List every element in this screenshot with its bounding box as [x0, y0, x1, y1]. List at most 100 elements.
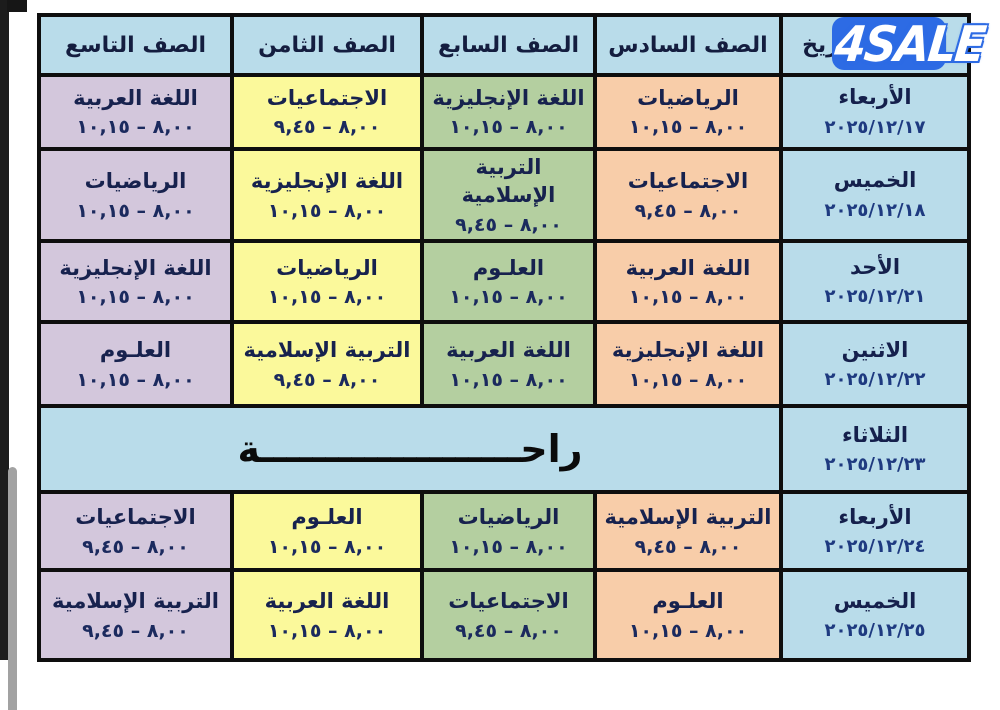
subject-name: اللغة العربية	[446, 338, 571, 363]
subject-name: الرياضيات	[637, 85, 739, 110]
subject-name: العلـوم	[291, 505, 363, 530]
date-value: ٢٠٢٥/١٢/٢١	[824, 286, 926, 308]
subject-name: العلـوم	[99, 338, 172, 363]
photo-left-edge	[0, 0, 9, 660]
subject-name: اللغة العربية	[625, 255, 751, 280]
exam-time: ٨,٠٠ – ٩,٤٥	[455, 213, 562, 236]
exam-time: ٨,٠٠ – ٩,٤٥	[82, 535, 189, 558]
exam-cell: اللغة الإنجليزية ٨,٠٠ – ١٠,١٥	[230, 146, 424, 244]
subject-name: التربية الإسلامية	[52, 589, 219, 614]
exam-time: ٨,٠٠ – ١٠,١٥	[76, 286, 195, 309]
exam-cell: اللغة الإنجليزية ٨,٠٠ – ١٠,١٥	[420, 73, 597, 151]
exam-cell: التربية الإسلامية ٨,٠٠ – ٩,٤٥	[420, 146, 597, 244]
subject-name: التربية الإسلامية	[243, 338, 411, 363]
date-value: ٢٠٢٥/١٢/٢٢	[824, 368, 926, 390]
exam-time: ٨,٠٠ – ١٠,١٥	[449, 286, 568, 309]
exam-cell: العلـوم ٨,٠٠ – ١٠,١٥	[420, 239, 597, 325]
exam-cell: اللغة العربية ٨,٠٠ – ١٠,١٥	[420, 320, 597, 409]
exam-cell: اللغة الإنجليزية ٨,٠٠ – ١٠,١٥	[593, 320, 783, 409]
subject-name: التربية الإسلامية	[461, 155, 556, 208]
day-name: الثلاثاء	[841, 422, 909, 447]
subject-name: الرياضيات	[457, 505, 560, 530]
rest-cell: راحــــــــــــــــــــة	[37, 404, 783, 495]
4sale-logo-text: 4SALE	[832, 16, 988, 73]
exam-cell: الرياضيات ٨,٠٠ – ١٠,١٥	[420, 490, 597, 573]
subject-name: الاجتماعيات	[266, 85, 388, 110]
subject-name: الاجتماعيات	[448, 589, 569, 614]
subject-name: العلـوم	[472, 255, 545, 280]
day-name: الخميس	[833, 588, 917, 613]
date-cell: الأربعاء ٢٠٢٥/١٢/١٧	[779, 73, 971, 151]
table-row: الخميس ٢٠٢٥/١٢/٢٥ العلـوم ٨,٠٠ – ١٠,١٥ ا…	[37, 568, 971, 663]
day-name: الخميس	[833, 168, 917, 193]
exam-time: ٨,٠٠ – ٩,٤٥	[634, 535, 742, 558]
day-name: الأحد	[849, 255, 901, 280]
exam-cell: الاجتماعيات ٨,٠٠ – ٩,٤٥	[593, 146, 783, 244]
day-name: الاثنين	[841, 337, 909, 362]
table-row: الأربعاء ٢٠٢٥/١٢/١٧ الرياضيات ٨,٠٠ – ١٠,…	[37, 73, 971, 151]
4sale-logo-background	[832, 17, 946, 70]
scrollbar-thumb[interactable]	[8, 467, 17, 710]
exam-time: ٨,٠٠ – ١٠,١٥	[267, 286, 387, 309]
table-row: الأحد ٢٠٢٥/١٢/٢١ اللغة العربية ٨,٠٠ – ١٠…	[37, 239, 971, 325]
exam-time: ٨,٠٠ – ١٠,١٥	[76, 368, 195, 391]
exam-time: ٨,٠٠ – ١٠,١٥	[449, 535, 568, 558]
exam-time: ٨,٠٠ – ١٠,١٥	[628, 286, 748, 309]
date-value: ٢٠٢٥/١٢/٢٤	[824, 535, 926, 557]
exam-cell: الاجتماعيات ٨,٠٠ – ٩,٤٥	[420, 568, 597, 663]
subject-name: الرياضيات	[276, 255, 378, 280]
exam-time: ٨,٠٠ – ١٠,١٥	[267, 535, 387, 558]
header-grade8: الصف الثامن	[230, 13, 424, 77]
4sale-watermark: 4SALE	[822, 10, 1000, 76]
exam-time: ٨,٠٠ – ١٠,١٥	[76, 199, 195, 222]
date-cell: الثلاثاء ٢٠٢٥/١٢/٢٣	[779, 404, 971, 495]
date-value: ٢٠٢٥/١٢/٢٣	[824, 453, 926, 475]
exam-cell: اللغة العربية ٨,٠٠ – ١٠,١٥	[37, 73, 234, 151]
table-row: الأربعاء ٢٠٢٥/١٢/٢٤ التربية الإسلامية ٨,…	[37, 490, 971, 573]
exam-time: ٨,٠٠ – ١٠,١٥	[267, 199, 387, 222]
exam-cell: التربية الإسلامية ٨,٠٠ – ٩,٤٥	[230, 320, 424, 409]
exam-time: ٨,٠٠ – ٩,٤٥	[273, 116, 381, 139]
exam-time: ٨,٠٠ – ١٠,١٥	[76, 116, 195, 139]
date-cell: الاثنين ٢٠٢٥/١٢/٢٢	[779, 320, 971, 409]
header-row: اليوم والتاريخ الصف السادس الصف السابع ا…	[37, 13, 971, 77]
subject-name: الاجتماعيات	[75, 505, 196, 530]
subject-name: التربية الإسلامية	[604, 505, 772, 530]
header-grade6: الصف السادس	[593, 13, 783, 77]
header-grade9: الصف التاسع	[37, 13, 234, 77]
date-value: ٢٠٢٥/١٢/١٧	[824, 116, 926, 138]
table-row: الاثنين ٢٠٢٥/١٢/٢٢ اللغة الإنجليزية ٨,٠٠…	[37, 320, 971, 409]
exam-cell: التربية الإسلامية ٨,٠٠ – ٩,٤٥	[37, 568, 234, 663]
subject-name: اللغة الإنجليزية	[250, 169, 404, 194]
exam-cell: الاجتماعيات ٨,٠٠ – ٩,٤٥	[230, 73, 424, 151]
date-cell: الخميس ٢٠٢٥/١٢/١٨	[779, 146, 971, 244]
exam-time: ٨,٠٠ – ٩,٤٥	[455, 619, 562, 642]
subject-name: اللغة الإنجليزية	[59, 255, 212, 280]
exam-time: ٨,٠٠ – ١٠,١٥	[628, 368, 748, 391]
exam-cell: الرياضيات ٨,٠٠ – ١٠,١٥	[593, 73, 783, 151]
subject-name: اللغة الإنجليزية	[432, 85, 585, 110]
exam-time: ٨,٠٠ – ٩,٤٥	[634, 199, 742, 222]
exam-cell: اللغة العربية ٨,٠٠ – ١٠,١٥	[593, 239, 783, 325]
exam-time: ٨,٠٠ – ١٠,١٥	[628, 116, 748, 139]
exam-time: ٨,٠٠ – ١٠,١٥	[449, 368, 568, 391]
exam-time: ٨,٠٠ – ٩,٤٥	[273, 368, 381, 391]
exam-time: ٨,٠٠ – ١٠,١٥	[267, 619, 387, 642]
table-row: الخميس ٢٠٢٥/١٢/١٨ الاجتماعيات ٨,٠٠ – ٩,٤…	[37, 146, 971, 244]
subject-name: الاجتماعيات	[627, 169, 749, 194]
day-name: الأربعاء	[838, 504, 912, 529]
header-grade7: الصف السابع	[420, 13, 597, 77]
exam-cell: التربية الإسلامية ٨,٠٠ – ٩,٤٥	[593, 490, 783, 573]
exam-time: ٨,٠٠ – ١٠,١٥	[449, 116, 568, 139]
date-cell: الأربعاء ٢٠٢٥/١٢/٢٤	[779, 490, 971, 573]
exam-cell: اللغة الإنجليزية ٨,٠٠ – ١٠,١٥	[37, 239, 234, 325]
rest-label: راحــــــــــــــــــــة	[237, 427, 583, 472]
date-cell: الأحد ٢٠٢٥/١٢/٢١	[779, 239, 971, 325]
exam-cell: العلـوم ٨,٠٠ – ١٠,١٥	[593, 568, 783, 663]
exam-schedule-table: اليوم والتاريخ الصف السادس الصف السابع ا…	[37, 13, 971, 663]
photo-left-edge-notch	[7, 0, 27, 12]
date-value: ٢٠٢٥/١٢/١٨	[824, 199, 926, 221]
exam-cell: الرياضيات ٨,٠٠ – ١٠,١٥	[37, 146, 234, 244]
subject-name: اللغة العربية	[264, 589, 390, 614]
subject-name: العلـوم	[652, 589, 724, 614]
